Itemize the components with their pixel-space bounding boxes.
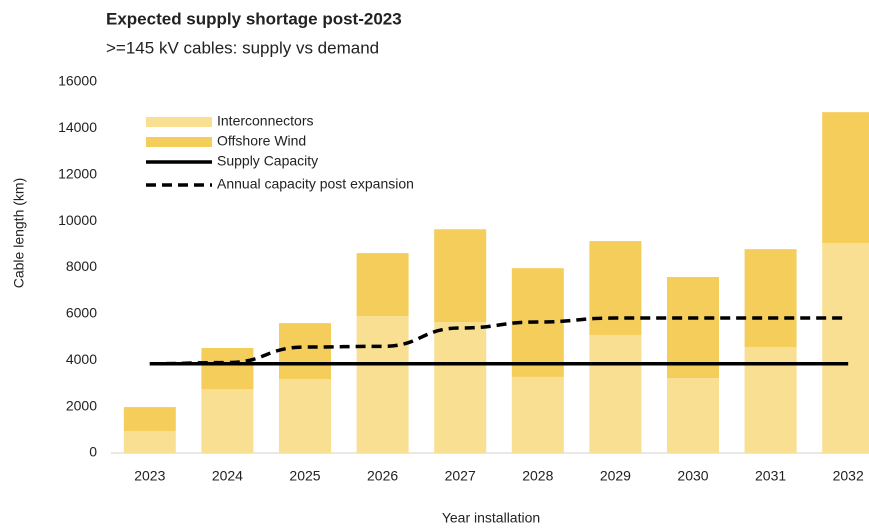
y-tick-label: 14000 [58, 119, 97, 135]
line-series [149, 316, 849, 366]
y-tick-label: 4000 [66, 351, 97, 367]
x-tick-label: 2023 [134, 468, 165, 484]
bar [434, 321, 487, 453]
bar [434, 229, 487, 322]
bar [356, 253, 409, 317]
legend-swatch [146, 117, 212, 127]
x-tick-label: 2028 [522, 468, 553, 484]
x-tick-label: 2032 [833, 468, 864, 484]
chart-title: Expected supply shortage post-2023 [106, 9, 402, 28]
bar [279, 323, 331, 380]
bar [201, 389, 254, 453]
y-tick-label: 12000 [58, 165, 97, 181]
y-tick-label: 8000 [66, 258, 97, 274]
x-tick-label: 2029 [600, 468, 631, 484]
x-tick-label: 2026 [367, 468, 398, 484]
bar [667, 378, 719, 453]
bar [822, 112, 869, 244]
legend-label: Supply Capacity [217, 153, 318, 169]
x-axis-title: Year installation [442, 510, 540, 526]
bar [511, 376, 564, 453]
bar [123, 430, 176, 453]
bar [589, 334, 642, 453]
legend-label: Interconnectors [217, 113, 314, 129]
bar [589, 241, 642, 335]
y-axis-title: Cable length (km) [11, 178, 27, 289]
y-tick-label: 16000 [58, 73, 97, 89]
y-tick-label: 0 [89, 444, 97, 460]
y-tick-label: 2000 [66, 397, 97, 413]
y-tick-label: 6000 [66, 305, 97, 321]
x-tick-label: 2024 [212, 468, 243, 484]
bar [744, 249, 797, 348]
bar [279, 379, 331, 453]
bar [667, 277, 719, 379]
legend-label: Offshore Wind [217, 133, 306, 149]
x-tick-label: 2030 [677, 468, 708, 484]
legend-swatch [146, 137, 212, 147]
bar [822, 243, 869, 453]
bar [123, 407, 176, 431]
y-tick-label: 10000 [58, 212, 97, 228]
chart-subtitle: >=145 kV cables: supply vs demand [106, 38, 379, 57]
bar [201, 347, 254, 390]
x-tick-label: 2025 [289, 468, 320, 484]
x-tick-label: 2027 [445, 468, 476, 484]
bar [356, 316, 409, 453]
legend-label: Annual capacity post expansion [217, 176, 414, 192]
x-tick-label: 2031 [755, 468, 786, 484]
